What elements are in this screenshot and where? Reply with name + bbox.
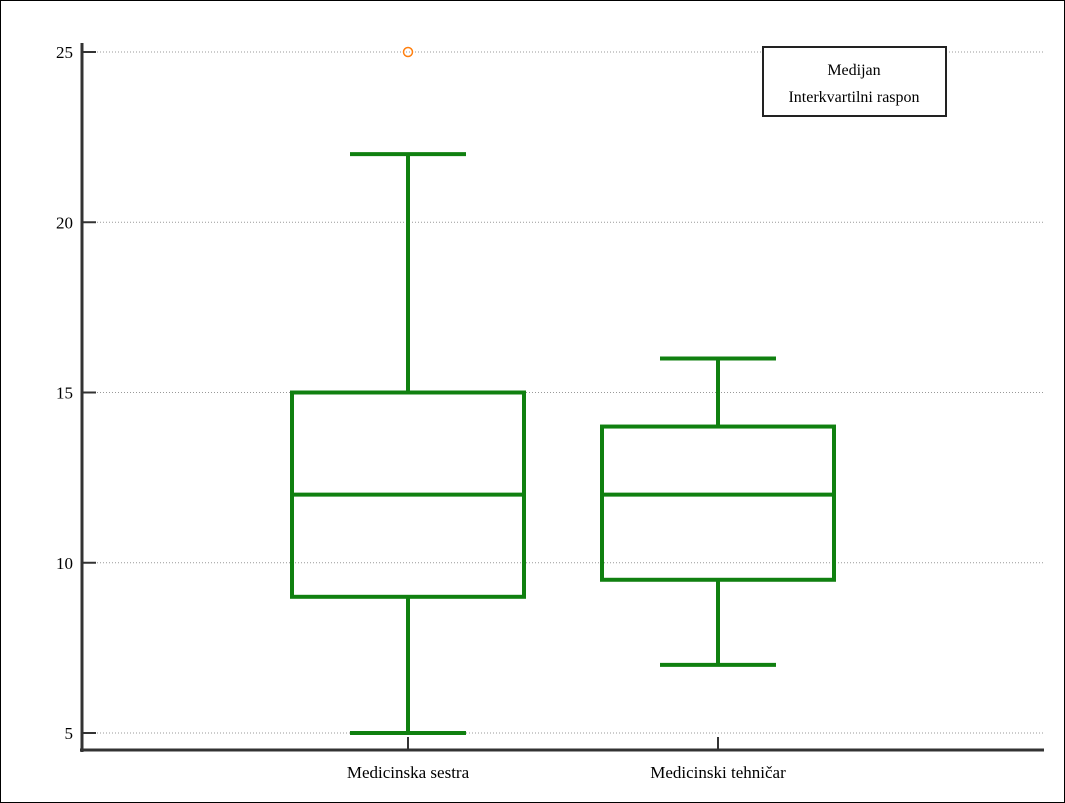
iqr-box <box>600 424 836 582</box>
legend-entry-median: Medijan <box>827 62 880 79</box>
y-tick-label: 25 <box>56 43 73 62</box>
legend-box <box>762 46 947 117</box>
outlier-point <box>402 46 414 58</box>
y-tick-label: 5 <box>65 724 74 743</box>
x-tick-label: Medicinska sestra <box>347 763 470 782</box>
box-1 <box>290 46 526 735</box>
box-2 <box>600 356 836 667</box>
y-tick-label: 20 <box>56 213 73 232</box>
axes <box>80 43 1044 752</box>
y-tick-label: 10 <box>56 554 73 573</box>
x-tick-label: Medicinski tehničar <box>650 763 786 782</box>
legend-entry-iqr: Interkvartilni raspon <box>788 89 919 106</box>
y-ticks: 5 10 15 20 25 <box>56 43 96 743</box>
y-tick-label: 15 <box>56 384 73 403</box>
boxes <box>290 46 836 735</box>
legend: Medijan Interkvartilni raspon <box>762 46 947 117</box>
x-ticks: Medicinska sestra Medicinski tehničar <box>347 737 786 782</box>
grid-lines <box>82 51 1044 734</box>
